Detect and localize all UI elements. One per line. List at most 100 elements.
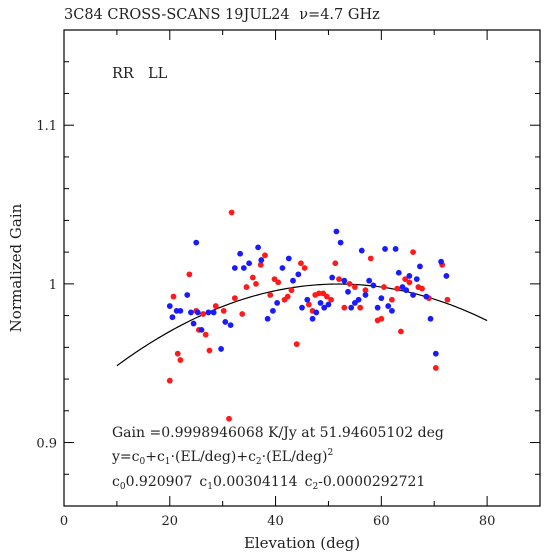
ll-point [222,319,229,325]
ll-point [366,277,373,284]
ll-point [231,265,238,271]
ll-point [188,309,194,316]
ll-point [423,293,430,300]
plot-frame [63,29,541,507]
rr-point [212,303,219,309]
ll-point [246,260,253,267]
rr-point [206,347,213,354]
rr-point [341,304,348,311]
ll-point [218,346,224,352]
ll-point [374,304,381,311]
rr-point [174,350,181,357]
ll-point [237,250,244,257]
rr-point [336,276,342,283]
coef-c0-value: 0.920907 [126,474,193,490]
rr-point [410,249,416,256]
ll-point [274,300,281,306]
ll-point [279,265,286,271]
rr-point [328,296,334,303]
annotation-coefficients: c00.920907 c10.00304114 c2-0.0000292721 [112,474,425,492]
ll-point [255,244,261,251]
x-tick-label: 0 [60,514,68,529]
ll-point [410,292,416,298]
rr-point [239,311,246,317]
annotation-gain: Gain =0.9998946068 K/Jy at 51.94605102 d… [112,425,444,441]
rr-point [249,274,256,281]
rr-point [288,287,295,294]
ll-point [285,255,292,262]
ll-point [177,307,184,314]
chart-title: 3C84 CROSS-SCANS 19JUL24 ν=4.7 GHz [64,7,380,23]
rr-point [362,287,369,294]
ll-point [240,265,247,271]
y-tick-label: 1 [49,278,57,293]
rr-point [293,341,300,348]
x-tick-label: 80 [479,514,496,529]
rr-point [253,280,259,287]
rr-point [332,260,339,267]
coef-c2-value: -0.0000292721 [318,474,425,490]
ll-point [295,271,302,278]
rr-point [275,279,282,286]
x-tick-label: 20 [162,514,179,529]
ll-point [321,304,328,311]
rr-point [432,365,439,371]
rr-point [220,307,227,314]
ll-point [190,320,197,327]
ll-point [432,350,439,357]
rr-point [378,315,385,322]
ll-point [403,287,410,294]
ll-point [337,239,344,246]
ll-point [205,309,212,316]
ll-point [392,246,399,252]
rr-point [226,415,232,422]
rr-point [394,285,401,292]
ll-point [341,277,348,284]
ll-point [413,276,420,283]
ll-point [325,301,332,308]
ll-point [333,228,340,235]
ll-point [370,282,377,289]
ll-point [443,273,450,279]
rr-point [257,261,264,268]
ll-series [166,228,450,357]
rr-point [346,280,353,287]
ll-point [169,314,176,321]
x-axis-title: Elevation (deg) [244,534,360,552]
ll-point [358,247,365,254]
ll-point [355,296,362,303]
ll-point [264,315,271,322]
y-tick-label: 0.9 [36,437,57,452]
y-axis-title: Normalized Gain [7,203,25,332]
x-axis-ticks: 0 20 40 60 80 [60,30,541,529]
coef-c1-value: 0.00304114 [213,474,298,490]
rr-point [228,209,235,216]
ll-point [193,239,200,246]
ll-point [345,288,351,295]
rr-point [284,293,291,300]
chart-title-frequency: ν=4.7 GHz [299,7,380,23]
ll-point [385,303,392,309]
ll-point [309,315,316,322]
ll-point [198,326,205,333]
ll-point [382,246,388,252]
rr-point [177,357,184,363]
rr-point [406,279,413,286]
rr-point [298,260,304,267]
ll-point [227,322,234,329]
rr-point [186,271,193,278]
rr-point [381,284,387,290]
ll-point [389,307,395,314]
ll-point [438,258,444,265]
rr-point [200,311,207,317]
ll-point [427,315,434,322]
ll-point [362,292,369,298]
chart-title-source: 3C84 CROSS-SCANS 19JUL24 [64,7,290,23]
rr-series [166,209,451,422]
ll-point [329,274,336,281]
ll-point [304,296,311,303]
ll-point [378,295,385,302]
ll-point [270,307,276,314]
ll-point [317,300,324,306]
